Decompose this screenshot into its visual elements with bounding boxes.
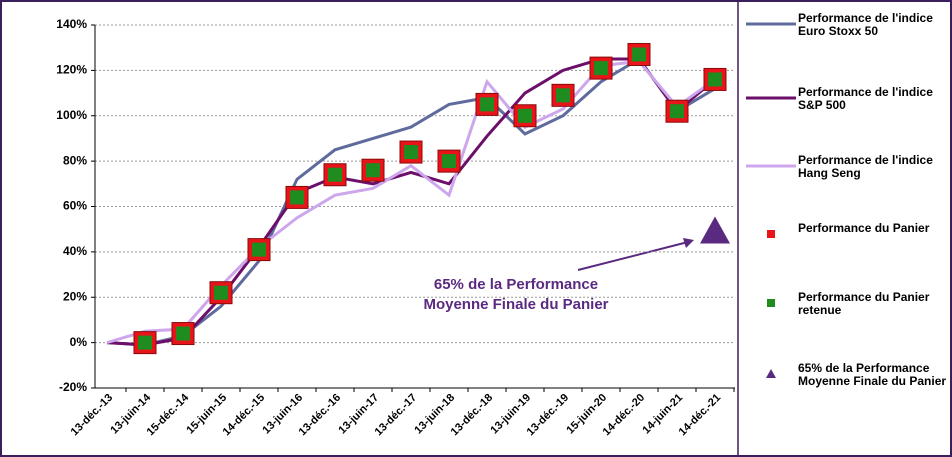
legend-label: Performance de l'indice S&P 500: [798, 85, 933, 112]
series-line: [106, 59, 716, 345]
legend-symbol: [767, 230, 775, 238]
legend-item: 65% de la Performance Moyenne Finale du …: [740, 362, 950, 422]
retenue-marker: [480, 97, 494, 112]
retenue-marker: [138, 335, 152, 350]
legend-triangle: [766, 369, 776, 378]
legend-item: Performance du Panier retenue: [740, 291, 950, 351]
legend-label: Performance du Panier retenue: [798, 290, 930, 317]
series-line: [106, 57, 716, 347]
retenue-marker: [176, 326, 190, 341]
legend-label: Performance du Panier: [798, 221, 930, 235]
annotation: Moyenne Finale du Panier: [423, 296, 608, 313]
y-tick-label: 60%: [63, 199, 87, 213]
annotation-arrow: [577, 241, 689, 271]
y-tick-label: 140%: [56, 17, 87, 31]
legend-label: Performance de l'indice Hang Seng: [798, 153, 933, 180]
y-tick-label: 100%: [56, 108, 87, 122]
legend-symbol: [767, 299, 775, 307]
y-tick-label: 20%: [63, 289, 87, 303]
retenue-marker: [290, 190, 304, 205]
retenue-marker: [594, 61, 608, 76]
legend-symbol: [746, 22, 796, 26]
legend-item: Performance de l'indice Hang Seng: [740, 154, 950, 214]
y-tick-label: -20%: [59, 380, 87, 394]
x-tick-label: 15-déc.-14: [145, 391, 192, 438]
retenue-marker: [328, 167, 342, 182]
y-tick-label: 120%: [56, 63, 87, 77]
y-tick-label: 80%: [63, 153, 87, 167]
legend-square: [767, 230, 775, 238]
legend-symbol: [746, 164, 796, 168]
retenue-marker: [708, 72, 722, 87]
retenue-marker: [632, 47, 646, 62]
legend-label: 65% de la Performance Moyenne Finale du …: [798, 361, 947, 388]
legend-item: Performance de l'indice S&P 500: [740, 86, 950, 146]
y-tick-label: 0%: [70, 335, 88, 349]
legend-item: Performance de l'indice Euro Stoxx 50: [740, 12, 950, 72]
annotation-arrowhead: [683, 238, 694, 248]
legend-symbol: [746, 96, 796, 100]
annotation: 65% de la Performance: [434, 276, 598, 293]
legend-label: Performance de l'indice Euro Stoxx 50: [798, 11, 933, 38]
triangle-marker: [700, 216, 730, 244]
legend-symbol: [766, 369, 776, 378]
retenue-marker: [214, 285, 228, 300]
series-line: [106, 57, 716, 347]
legend-square: [767, 299, 775, 307]
retenue-marker: [518, 108, 532, 123]
retenue-marker: [442, 154, 456, 169]
x-tick-label: 13-déc.-13: [69, 392, 116, 439]
retenue-marker: [404, 145, 418, 160]
retenue-marker: [252, 242, 266, 257]
legend-item: Performance du Panier: [740, 222, 950, 282]
retenue-marker: [556, 88, 570, 103]
y-tick-label: 40%: [63, 244, 87, 258]
retenue-marker: [670, 104, 684, 119]
retenue-marker: [366, 163, 380, 178]
